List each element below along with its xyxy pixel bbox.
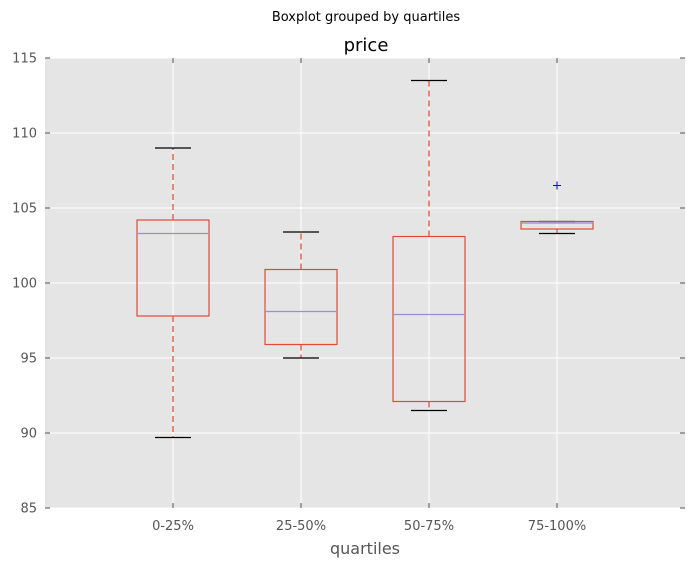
box — [392, 235, 466, 403]
box — [136, 219, 210, 317]
x-tick-label: 0-25% — [152, 519, 194, 534]
y-tick-label: 95 — [20, 352, 37, 367]
box-group — [136, 147, 210, 439]
box — [264, 268, 338, 346]
box-groups — [136, 79, 594, 439]
x-tick-label: 75-100% — [528, 519, 586, 534]
box-group — [520, 181, 594, 235]
y-tick-label: 105 — [12, 202, 37, 217]
y-tick-label: 100 — [12, 277, 37, 292]
axis-ticks — [45, 57, 685, 509]
y-tick-label: 115 — [12, 52, 37, 67]
x-tick-label: 25-50% — [276, 519, 326, 534]
x-axis-label: quartiles — [330, 539, 400, 558]
chart-title: price — [344, 35, 389, 56]
chart-suptitle: Boxplot grouped by quartiles — [272, 10, 461, 25]
grid-lines — [45, 57, 685, 509]
box-group — [392, 79, 466, 412]
box — [520, 220, 594, 230]
x-tick-label: 50-75% — [404, 519, 454, 534]
outlier-point — [553, 181, 561, 190]
tick-labels: 85 90 95 100 105 110 115 0-25% 25-50% 50-75% 75-10… — [12, 52, 586, 535]
y-tick-label: 90 — [20, 427, 37, 442]
y-tick-label: 110 — [12, 127, 37, 142]
box-group — [264, 231, 338, 359]
y-tick-label: 85 — [20, 502, 37, 517]
